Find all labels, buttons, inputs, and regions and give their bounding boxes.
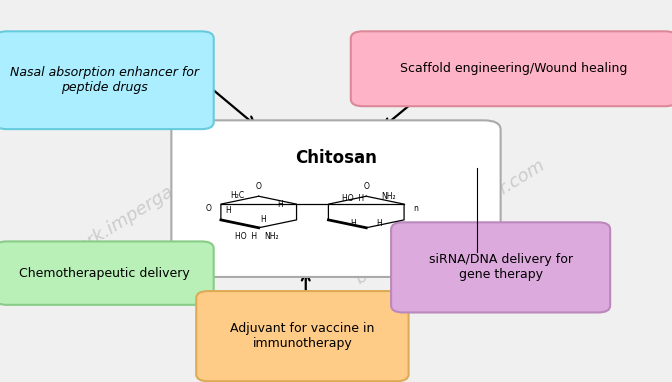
Text: H: H: [225, 206, 231, 215]
Text: n: n: [413, 204, 418, 213]
Text: H: H: [350, 219, 356, 228]
Text: H: H: [376, 219, 382, 228]
Text: HO  H: HO H: [235, 231, 257, 241]
Text: O: O: [364, 181, 369, 191]
Text: HO  H: HO H: [342, 194, 364, 203]
FancyBboxPatch shape: [171, 120, 501, 277]
FancyBboxPatch shape: [0, 31, 214, 129]
FancyBboxPatch shape: [196, 291, 409, 381]
Text: bookmark.impergar.com: bookmark.impergar.com: [352, 155, 548, 288]
Text: Chemotherapeutic delivery: Chemotherapeutic delivery: [19, 267, 190, 280]
Text: Chitosan: Chitosan: [295, 149, 377, 167]
Text: siRNA/DNA delivery for
gene therapy: siRNA/DNA delivery for gene therapy: [429, 253, 573, 282]
Text: Scaffold engineering/Wound healing: Scaffold engineering/Wound healing: [401, 62, 628, 75]
Text: Adjuvant for vaccine in
immunotherapy: Adjuvant for vaccine in immunotherapy: [230, 322, 374, 350]
Text: O: O: [206, 204, 212, 213]
Text: O: O: [256, 181, 261, 191]
FancyBboxPatch shape: [391, 222, 610, 312]
Text: H: H: [278, 200, 284, 209]
Text: H₂C: H₂C: [230, 191, 244, 200]
Text: NH₂: NH₂: [265, 231, 279, 241]
FancyBboxPatch shape: [0, 241, 214, 305]
Text: Nasal absorption enhancer for
peptide drugs: Nasal absorption enhancer for peptide dr…: [9, 66, 199, 94]
Text: H: H: [260, 215, 266, 224]
Text: bookmark.impergar.com: bookmark.impergar.com: [23, 155, 219, 288]
FancyBboxPatch shape: [351, 31, 672, 106]
Text: NH₂: NH₂: [381, 191, 395, 201]
